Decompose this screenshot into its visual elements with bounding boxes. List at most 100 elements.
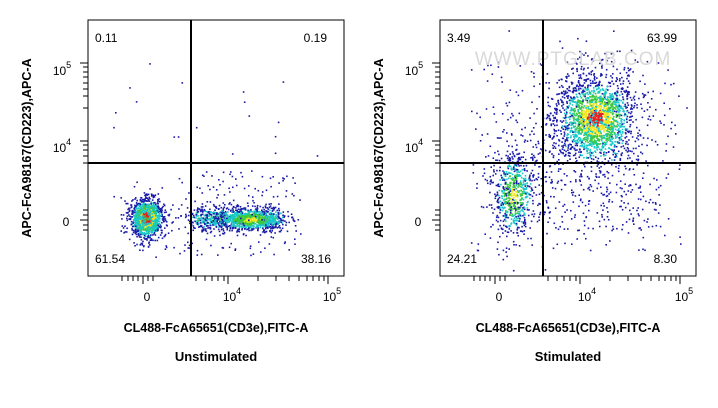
event-dot xyxy=(648,115,651,118)
event-dot xyxy=(588,131,590,134)
event-dot xyxy=(553,142,555,144)
event-dot xyxy=(630,104,633,106)
event-dot xyxy=(165,246,168,249)
event-dot xyxy=(592,96,594,98)
event-dot xyxy=(566,88,568,90)
event-dot xyxy=(213,218,216,220)
event-dot xyxy=(165,211,167,213)
event-dot xyxy=(230,203,233,206)
event-dot xyxy=(598,126,601,129)
event-dot xyxy=(274,219,277,222)
event-dot xyxy=(577,109,579,111)
event-dot xyxy=(135,197,137,199)
event-dot xyxy=(598,106,600,109)
event-dot xyxy=(581,139,583,142)
event-dot xyxy=(569,131,572,133)
event-dot xyxy=(625,71,628,74)
event-dot xyxy=(605,121,607,124)
event-dot xyxy=(170,208,172,211)
event-dot xyxy=(628,130,631,133)
event-dot xyxy=(156,228,159,230)
event-dot xyxy=(625,167,627,170)
event-dot xyxy=(279,230,282,233)
event-dot xyxy=(143,200,145,203)
event-dot xyxy=(614,135,617,137)
event-dot xyxy=(572,112,574,115)
event-dot xyxy=(630,111,633,113)
event-dot xyxy=(201,208,203,210)
event-dot xyxy=(161,187,164,189)
event-dot xyxy=(564,116,567,118)
event-dot xyxy=(232,186,234,189)
event-dot xyxy=(602,146,605,148)
event-dot xyxy=(630,191,632,193)
event-dot xyxy=(241,175,244,178)
event-dot xyxy=(137,224,140,226)
event-dot xyxy=(236,225,238,228)
event-dot xyxy=(259,214,261,217)
event-dot xyxy=(226,219,228,221)
event-dot xyxy=(594,107,597,110)
event-dot xyxy=(585,124,587,126)
event-dot xyxy=(580,87,583,90)
event-dot xyxy=(599,113,602,115)
event-dot xyxy=(575,85,578,87)
event-dot xyxy=(576,113,579,116)
event-dot xyxy=(578,106,581,108)
event-dot xyxy=(220,228,223,231)
event-dot xyxy=(245,214,248,217)
event-dot xyxy=(594,179,596,182)
event-dot xyxy=(570,113,573,116)
event-dot xyxy=(610,97,612,100)
event-dot xyxy=(242,233,245,236)
event-dot xyxy=(142,198,145,201)
event-dot xyxy=(200,210,202,213)
event-dot xyxy=(600,137,603,139)
event-dot xyxy=(556,124,558,127)
event-dot xyxy=(570,127,573,129)
event-dot xyxy=(616,120,618,123)
event-dot xyxy=(231,211,233,213)
plot-frame-unstimulated xyxy=(87,19,345,277)
event-dot xyxy=(600,124,603,127)
event-dot xyxy=(248,224,250,226)
event-dot xyxy=(599,151,601,154)
event-dot xyxy=(569,109,572,112)
event-dot xyxy=(217,228,220,231)
event-dot xyxy=(131,213,133,215)
event-dot xyxy=(201,230,203,233)
event-dot xyxy=(587,130,590,133)
event-dot xyxy=(611,77,614,79)
event-dot xyxy=(555,107,558,110)
event-dot xyxy=(588,120,590,122)
event-dot xyxy=(264,205,267,207)
event-dot xyxy=(229,227,232,230)
event-dot xyxy=(133,209,136,211)
event-dot xyxy=(187,247,189,249)
event-dot xyxy=(223,194,226,196)
event-dot xyxy=(256,221,258,224)
event-dot xyxy=(135,208,137,210)
event-dot xyxy=(136,235,138,238)
event-dot xyxy=(227,215,230,218)
event-dot xyxy=(265,189,268,192)
event-dot xyxy=(576,118,578,121)
event-dot xyxy=(665,143,668,145)
event-dot xyxy=(566,133,569,135)
event-dot xyxy=(171,222,173,224)
event-dot xyxy=(196,211,199,213)
event-dot xyxy=(150,234,152,236)
event-dot xyxy=(622,80,625,82)
event-dot xyxy=(140,239,143,241)
event-dot xyxy=(164,218,167,220)
event-dot xyxy=(609,85,612,88)
event-dot xyxy=(611,98,613,101)
event-dot xyxy=(131,200,133,202)
event-dot xyxy=(219,184,221,186)
event-dot xyxy=(134,232,137,234)
event-dot xyxy=(271,215,274,217)
event-dot xyxy=(612,73,614,75)
event-dot xyxy=(203,208,206,211)
event-dot xyxy=(245,234,247,237)
event-dot xyxy=(577,130,579,132)
